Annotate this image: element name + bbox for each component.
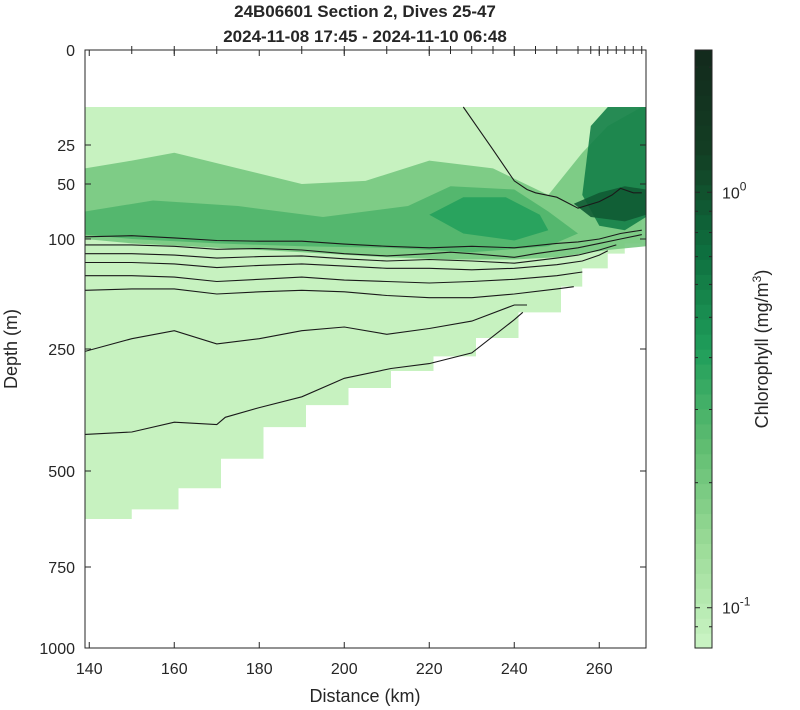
colorbar-step-34 <box>695 139 712 156</box>
colorbar-step-39 <box>695 64 712 81</box>
colorbar-tick-label-exponent: -1 <box>740 595 751 609</box>
colorbar-step-9 <box>695 513 712 529</box>
contour-line-3 <box>85 244 617 264</box>
y-tick-label-1000: 1000 <box>39 641 75 658</box>
y-tick-label-0: 0 <box>66 43 75 60</box>
colorbar-step-15 <box>695 423 712 440</box>
contour-line-2 <box>85 234 642 258</box>
colorbar-step-22 <box>695 319 712 335</box>
chlorophyll-region-3 <box>429 197 549 241</box>
colorbar-step-11 <box>695 483 712 500</box>
y-tick-label-50: 50 <box>57 177 75 194</box>
chart-title-line-1: 24B06601 Section 2, Dives 25-47 <box>234 2 496 21</box>
colorbar-step-33 <box>695 154 712 171</box>
colorbar-step-30 <box>695 199 712 216</box>
x-tick-label-260: 260 <box>586 661 613 678</box>
colorbar-step-10 <box>695 498 712 515</box>
y-tick-label-750: 750 <box>48 560 75 577</box>
colorbar-step-38 <box>695 79 712 96</box>
colorbar-step-35 <box>695 124 712 141</box>
colorbar-tick-label-exponent: 0 <box>740 179 747 193</box>
colorbar-frame <box>694 49 713 649</box>
colorbar-step-37 <box>695 94 712 111</box>
colorbar-label-superscript: 3 <box>750 275 764 282</box>
x-axis: 140 160 180 200 220 240 260 <box>76 50 613 678</box>
colorbar-step-8 <box>695 528 712 544</box>
contour-line-6 <box>85 286 574 299</box>
colorbar-label-text: Chlorophyll (mg/m <box>752 282 772 428</box>
x-tick-label-160: 160 <box>161 661 188 678</box>
y-tick-label-100: 100 <box>48 232 75 249</box>
colorbar-step-24 <box>695 289 712 305</box>
y-tick-label-25: 25 <box>57 138 75 155</box>
colorbar-step-23 <box>695 304 712 320</box>
colorbar-tick-label-2: 10-1 <box>722 595 751 618</box>
y-tick-label-500: 500 <box>48 464 75 481</box>
colorbar-step-31 <box>695 184 712 201</box>
colorbar-step-17 <box>695 393 712 410</box>
y-axis-label: Depth (m) <box>1 309 21 389</box>
colorbar-step-14 <box>695 438 712 455</box>
colorbar-step-19 <box>695 363 712 380</box>
colorbar-label: Chlorophyll (mg/m3) <box>750 270 772 429</box>
contour-line-5 <box>85 271 583 284</box>
colorbar-step-2 <box>695 618 712 634</box>
contour-line-8 <box>85 311 524 435</box>
colorbar-step-20 <box>695 349 712 365</box>
colorbar-step-40 <box>695 50 712 66</box>
chlorophyll-region-5 <box>573 186 646 222</box>
colorbar-step-7 <box>695 543 712 559</box>
colorbar-step-3 <box>695 603 712 619</box>
contour-lines <box>85 106 642 435</box>
colorbar-step-28 <box>695 229 712 245</box>
colorbar-step-16 <box>695 408 712 425</box>
y-axis: 0 25 50 100 250 500 750 1000 <box>39 43 646 658</box>
colorbar-step-12 <box>695 468 712 485</box>
chart-title-line-2: 2024-11-08 17:45 - 2024-11-10 06:48 <box>223 27 507 46</box>
colorbar-step-21 <box>695 334 712 350</box>
colorbar-step-1 <box>695 633 712 649</box>
colorbar-step-27 <box>695 244 712 260</box>
colorbar-step-36 <box>695 109 712 126</box>
colorbar-step-29 <box>695 214 712 230</box>
colorbar-tick-label-base: 10 <box>722 601 740 618</box>
colorbar-step-4 <box>695 588 712 604</box>
chlorophyll-field <box>85 107 646 519</box>
x-tick-label-140: 140 <box>76 661 103 678</box>
colorbar-tick-label-base: 10 <box>722 185 740 202</box>
x-tick-label-200: 200 <box>331 661 358 678</box>
colorbar-tick-label-1: 100 <box>722 179 747 202</box>
colorbar-step-6 <box>695 558 712 574</box>
x-tick-label-180: 180 <box>246 661 273 678</box>
contour-line-1 <box>85 229 642 249</box>
x-tick-label-220: 220 <box>416 661 443 678</box>
colorbar-step-13 <box>695 453 712 470</box>
colorbar-step-26 <box>695 259 712 275</box>
colorbar-step-18 <box>695 378 712 395</box>
colorbar-step-32 <box>695 169 712 186</box>
y-tick-label-250: 250 <box>48 342 75 359</box>
dive-position-ticks <box>131 46 643 54</box>
x-axis-label: Distance (km) <box>309 686 420 706</box>
colorbar-step-25 <box>695 274 712 290</box>
contour-line-9 <box>462 106 642 209</box>
contour-line-7 <box>85 304 527 352</box>
colorbar-step-5 <box>695 573 712 589</box>
contour-line-4 <box>85 250 609 271</box>
colorbar-label-end: ) <box>752 270 772 276</box>
x-tick-label-240: 240 <box>501 661 528 678</box>
